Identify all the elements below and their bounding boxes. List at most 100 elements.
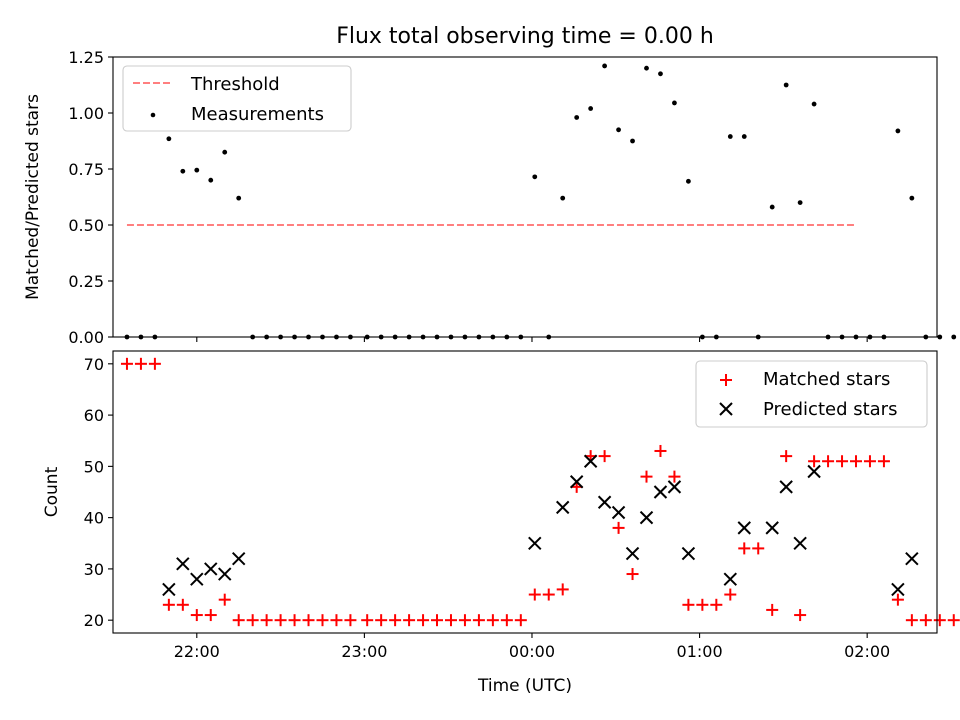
measurement-point bbox=[222, 149, 228, 155]
measurement-point bbox=[194, 167, 200, 173]
matched-stars-point bbox=[556, 583, 569, 596]
matched-stars-point bbox=[849, 455, 862, 468]
matched-stars-point bbox=[794, 609, 807, 622]
predicted-stars-point bbox=[793, 536, 807, 550]
predicted-stars-point bbox=[597, 495, 612, 509]
measurement-point bbox=[727, 134, 733, 139]
matched-stars-point bbox=[260, 614, 273, 627]
matched-stars-point bbox=[148, 357, 161, 370]
top-chart-title: Flux total observing time = 0.00 h bbox=[336, 24, 714, 49]
matched-stars-point bbox=[375, 614, 388, 627]
predicted-stars-point bbox=[681, 546, 696, 561]
matched-stars-point bbox=[204, 609, 217, 622]
predicted-stars-point bbox=[176, 557, 190, 571]
predicted-stars-point bbox=[737, 521, 751, 535]
p1-x-tick-label: 23:00 bbox=[341, 642, 387, 661]
matched-stars-point bbox=[738, 542, 751, 555]
legend-threshold-label: Threshold bbox=[190, 74, 280, 95]
matched-stars-point bbox=[232, 614, 245, 627]
matched-stars-point bbox=[808, 455, 821, 468]
matched-stars-point bbox=[822, 455, 835, 468]
matched-stars-point bbox=[933, 614, 946, 627]
top-plot-frame bbox=[112, 56, 938, 338]
matched-stars-point bbox=[134, 357, 147, 370]
bottom-legend-box bbox=[695, 360, 928, 428]
matched-stars-point bbox=[682, 598, 695, 611]
measurement-point bbox=[895, 128, 901, 134]
measurement-point bbox=[797, 200, 803, 206]
predicted-stars-point bbox=[723, 572, 738, 586]
legend-measurements-swatch bbox=[150, 112, 156, 118]
predicted-stars-point bbox=[779, 480, 793, 494]
predicted-stars-point bbox=[905, 551, 919, 566]
predicted-stars-point bbox=[807, 464, 821, 479]
measurement-point bbox=[951, 334, 957, 340]
measurement-point bbox=[630, 138, 635, 144]
matched-stars-point bbox=[486, 614, 499, 627]
matched-stars-point bbox=[500, 614, 513, 627]
matched-stars-point bbox=[431, 614, 444, 627]
predicted-stars-point bbox=[204, 562, 218, 576]
predicted-stars-point bbox=[190, 572, 204, 586]
matched-stars-point bbox=[344, 614, 357, 627]
matched-stars-point bbox=[316, 614, 329, 627]
bottom-panel: Count Time (UTC) 22:00 23:00 00:00 01:00 02:… bbox=[42, 350, 960, 696]
measurement-point bbox=[909, 195, 915, 201]
legend-predicted-label: Predicted stars bbox=[763, 399, 897, 420]
p0-y-tick-label: 0.75 bbox=[68, 160, 104, 179]
matched-stars-point bbox=[330, 614, 343, 627]
bottom-x-axis-label: Time (UTC) bbox=[477, 676, 572, 696]
matched-stars-point bbox=[598, 450, 611, 463]
measurement-point bbox=[236, 195, 242, 201]
matched-stars-point bbox=[877, 455, 890, 468]
predicted-stars-point bbox=[653, 485, 668, 499]
matched-stars-point bbox=[766, 603, 779, 616]
matched-stars-point bbox=[176, 598, 189, 611]
matched-stars-point bbox=[710, 598, 723, 611]
matched-stars-point bbox=[528, 588, 541, 601]
p1-x-tick-label: 00:00 bbox=[509, 642, 555, 661]
predicted-stars-point bbox=[583, 454, 598, 468]
p1-y-tick-label: 50 bbox=[84, 457, 104, 476]
predicted-stars-point bbox=[528, 536, 542, 550]
matched-stars-point bbox=[947, 614, 960, 627]
legend-measurements-label: Measurements bbox=[191, 104, 324, 125]
top-legend-box bbox=[122, 65, 352, 132]
matched-stars-point bbox=[863, 455, 876, 468]
measurement-point bbox=[686, 178, 691, 184]
p1-y-tick-label: 70 bbox=[84, 355, 104, 374]
predicted-stars-point bbox=[611, 505, 626, 520]
p1-y-tick-label: 20 bbox=[84, 611, 104, 630]
bottom-plot-frame bbox=[112, 350, 938, 634]
matched-stars-point bbox=[288, 614, 301, 627]
p0-y-tick-label: 0.50 bbox=[68, 216, 104, 235]
predicted-stars-point bbox=[556, 500, 570, 515]
matched-stars-point bbox=[696, 598, 709, 611]
measurement-point bbox=[658, 71, 663, 77]
measurement-point bbox=[672, 100, 677, 106]
p1-x-tick-label: 02:00 bbox=[844, 642, 890, 661]
predicted-stars-point bbox=[639, 510, 654, 525]
bottom-y-axis-label: Count bbox=[42, 466, 62, 517]
matched-stars-point bbox=[302, 614, 315, 627]
p1-y-tick-label: 60 bbox=[84, 406, 104, 425]
matched-stars-point bbox=[905, 614, 918, 627]
measurement-point bbox=[574, 115, 580, 120]
measurement-point bbox=[616, 127, 621, 133]
legend-matched-label: Matched stars bbox=[763, 369, 890, 390]
top-y-axis-label: Matched/Predicted stars bbox=[23, 94, 43, 300]
matched-stars-point bbox=[752, 542, 765, 555]
measurement-point bbox=[644, 65, 649, 71]
predicted-stars-point bbox=[765, 521, 779, 535]
predicted-stars-point bbox=[162, 582, 176, 597]
matched-stars-point bbox=[472, 614, 485, 627]
legend-predicted-swatch bbox=[719, 402, 733, 416]
measurement-point bbox=[811, 101, 817, 107]
p0-y-tick-label: 1.25 bbox=[68, 48, 104, 67]
p0-y-tick-label: 0.25 bbox=[68, 272, 104, 291]
predicted-stars-point bbox=[569, 475, 584, 489]
matched-stars-point bbox=[389, 614, 402, 627]
matched-stars-point bbox=[836, 455, 849, 468]
matched-stars-point bbox=[218, 593, 231, 606]
